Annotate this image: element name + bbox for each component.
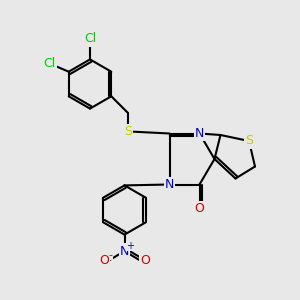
Text: S: S bbox=[245, 134, 253, 148]
Text: -: - bbox=[109, 250, 113, 260]
Text: +: + bbox=[126, 241, 134, 251]
Text: O: O bbox=[99, 254, 109, 267]
Text: N: N bbox=[120, 244, 129, 258]
Text: O: O bbox=[140, 254, 150, 267]
Text: Cl: Cl bbox=[84, 32, 96, 46]
Text: O: O bbox=[195, 202, 204, 215]
Text: N: N bbox=[195, 127, 204, 140]
Text: Cl: Cl bbox=[44, 57, 56, 70]
Text: S: S bbox=[124, 125, 132, 138]
Text: N: N bbox=[165, 178, 174, 191]
